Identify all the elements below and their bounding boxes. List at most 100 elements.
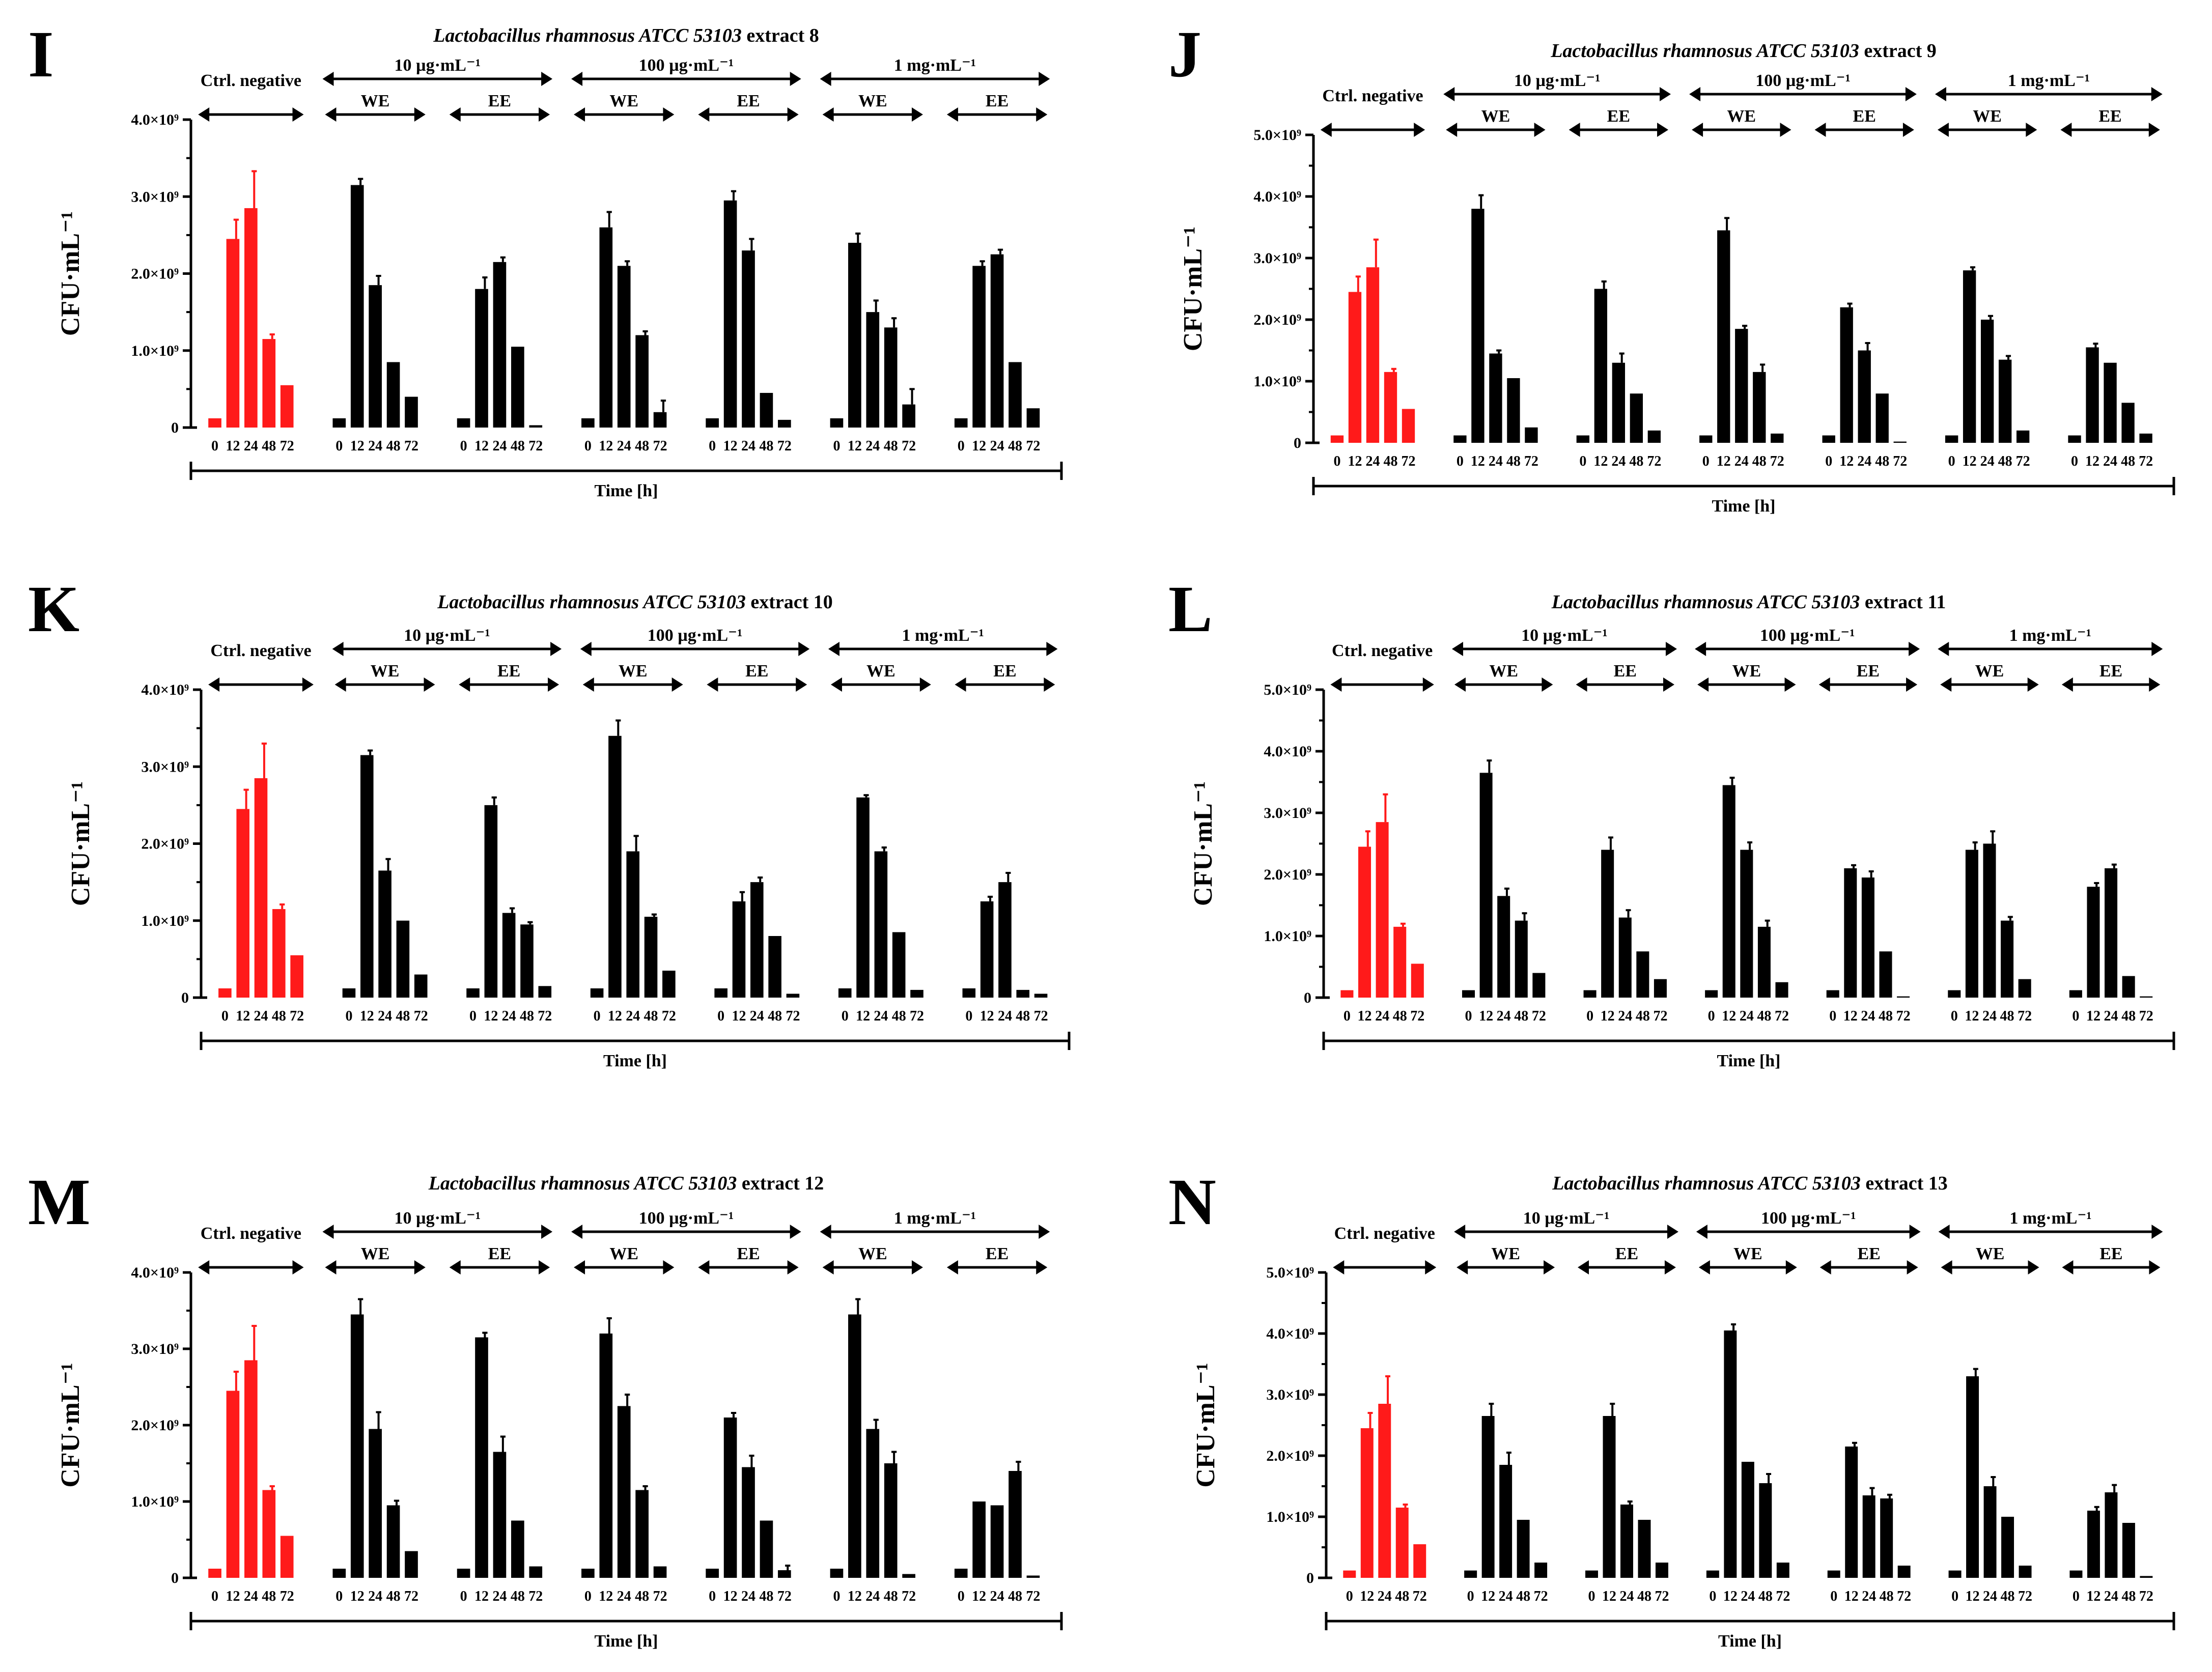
subgroup-label-j-2-0: WE — [1973, 107, 2002, 126]
control-arrow-n — [1333, 1260, 1437, 1274]
y-axis-title-m: CFU·mL⁻¹ — [56, 1363, 85, 1487]
x-tick-label-i-5-4: 72 — [902, 438, 916, 454]
subgroup-arrow-n-1-0-head-left — [1698, 1260, 1710, 1274]
bar-m-0-4 — [280, 1536, 294, 1578]
series-m-5: 0 12 24 48 72 — [830, 1298, 916, 1604]
bar-l-4-4 — [1897, 996, 1910, 998]
x-tick-label-n-2-2: 24 — [1619, 1589, 1634, 1604]
x-tick-label-k-4-0: 0 — [717, 1008, 724, 1024]
x-tick-label-i-0-4: 72 — [280, 438, 294, 454]
x-tick-label-l-3-1: 12 — [1722, 1008, 1736, 1024]
group-arrow-i-1 — [571, 72, 801, 86]
series-i-1: 0 12 24 48 72 — [332, 178, 418, 454]
series-j-4: 0 12 24 48 72 — [1822, 302, 1907, 469]
group-arrow-i-0-head-left — [322, 72, 334, 86]
control-label-k: Ctrl. negative — [210, 641, 311, 660]
control-arrow-i-head-right — [292, 107, 304, 122]
bar-j-3-0 — [1699, 435, 1713, 443]
x-tick-label-k-5-3: 48 — [892, 1008, 906, 1024]
group-label-k-1: 100 µg·mL⁻¹ — [648, 626, 743, 645]
bar-k-5-0 — [838, 988, 852, 998]
bar-k-1-4 — [414, 974, 428, 998]
group-arrow-n-0-head-left — [1454, 1225, 1466, 1239]
series-l-4: 0 12 24 48 72 — [1826, 864, 1911, 1024]
y-tick-label-k-2: 2.0×10⁹ — [141, 836, 189, 853]
subgroup-arrow-j-2-0-head-right — [2026, 123, 2037, 137]
bar-k-3-3 — [644, 917, 658, 998]
x-tick-label-j-5-1: 12 — [1963, 454, 1977, 469]
bar-n-6-1 — [2087, 1511, 2100, 1578]
y-axis-title-k: CFU·mL⁻¹ — [66, 781, 95, 906]
group-arrow-i-2-head-left — [820, 72, 831, 86]
bar-n-6-0 — [2069, 1570, 2083, 1578]
bar-k-0-3 — [272, 909, 286, 998]
x-tick-label-k-6-3: 48 — [1016, 1008, 1030, 1024]
x-tick-label-l-2-2: 24 — [1618, 1008, 1632, 1024]
subgroup-arrow-m-2-1-head-left — [946, 1260, 958, 1274]
bar-k-4-1 — [732, 901, 746, 998]
bar-i-3-2 — [617, 266, 631, 428]
panel-letter-l: L — [1168, 573, 1213, 646]
bar-n-4-4 — [1897, 1566, 1911, 1578]
subgroup-label-j-1-0: WE — [1727, 107, 1756, 126]
control-arrow-n-head-left — [1333, 1260, 1345, 1274]
series-l-5: 0 12 24 48 72 — [1948, 830, 2032, 1024]
y-tick-label-j-2: 2.0×10⁹ — [1253, 311, 1301, 328]
group-arrow-i-1-head-right — [790, 72, 801, 86]
control-label-m: Ctrl. negative — [201, 1224, 301, 1243]
chart-title-species-n: Lactobacillus rhamnosus ATCC 53103 — [1552, 1173, 1865, 1194]
x-tick-label-n-4-0: 0 — [1830, 1589, 1837, 1604]
x-tick-label-m-2-3: 48 — [511, 1589, 525, 1604]
x-tick-label-i-6-3: 48 — [1008, 438, 1022, 454]
subgroup-arrow-i-2-0 — [822, 107, 923, 122]
subgroup-arrow-m-1-1 — [698, 1260, 799, 1274]
x-tick-label-j-3-1: 12 — [1717, 454, 1731, 469]
x-tick-label-l-6-4: 72 — [2139, 1008, 2153, 1024]
bar-j-0-2 — [1366, 267, 1380, 443]
bar-m-2-2 — [493, 1452, 507, 1578]
x-tick-label-m-6-1: 12 — [972, 1589, 986, 1604]
bar-k-5-2 — [874, 851, 888, 998]
group-arrow-m-0-head-left — [322, 1225, 334, 1239]
x-tick-label-j-2-3: 48 — [1629, 454, 1643, 469]
bar-j-3-4 — [1771, 433, 1784, 443]
subgroup-arrow-n-2-1 — [2062, 1260, 2161, 1274]
x-tick-label-n-4-4: 72 — [1897, 1589, 1911, 1604]
x-tick-label-k-1-2: 24 — [378, 1008, 392, 1024]
x-tick-label-j-0-2: 24 — [1365, 454, 1380, 469]
x-tick-label-n-4-3: 48 — [1880, 1589, 1894, 1604]
bar-k-2-4 — [538, 986, 552, 998]
control-arrow-i — [198, 107, 304, 122]
x-tick-label-i-2-1: 12 — [474, 438, 489, 454]
x-tick-label-i-2-0: 0 — [460, 438, 467, 454]
bar-m-0-3 — [262, 1490, 276, 1578]
subgroup-arrow-k-2-1-head-left — [955, 677, 966, 692]
x-tick-label-i-3-0: 0 — [584, 438, 592, 454]
bar-l-1-3 — [1515, 920, 1528, 998]
x-tick-label-j-6-3: 48 — [2121, 454, 2135, 469]
bar-m-4-1 — [723, 1418, 737, 1578]
group-arrow-k-0 — [332, 642, 562, 656]
panel-letter-m: M — [28, 1166, 91, 1239]
y-tick-label-n-1: 1.0×10⁹ — [1266, 1509, 1314, 1525]
bar-l-4-3 — [1879, 951, 1892, 998]
control-arrow-l — [1330, 677, 1434, 692]
series-n-3: 0 12 24 48 72 — [1706, 1323, 1790, 1604]
y-tick-label-j-3: 3.0×10⁹ — [1253, 250, 1301, 267]
chart-title-l: Lactobacillus rhamnosus ATCC 53103 extra… — [1551, 591, 1946, 613]
subgroup-arrow-m-1-1-head-left — [698, 1260, 710, 1274]
control-label-n: Ctrl. negative — [1334, 1224, 1435, 1243]
y-tick-label-i-4: 4.0×10⁹ — [131, 111, 179, 128]
group-arrow-m-1 — [571, 1225, 801, 1239]
bar-m-6-4 — [1026, 1575, 1040, 1578]
chart-title-species-m: Lactobacillus rhamnosus ATCC 53103 — [428, 1173, 742, 1194]
subgroup-arrow-j-2-1-head-left — [2060, 123, 2072, 137]
x-tick-label-j-0-1: 12 — [1348, 454, 1362, 469]
control-arrow-k-head-right — [302, 677, 314, 692]
bar-n-2-0 — [1585, 1570, 1598, 1578]
x-tick-label-i-5-1: 12 — [848, 438, 862, 454]
y-tick-label-n-5: 5.0×10⁹ — [1266, 1264, 1314, 1281]
bar-n-5-1 — [1966, 1376, 1979, 1578]
subgroup-label-m-0-0: WE — [361, 1244, 390, 1263]
subgroup-arrow-k-0-0-head-left — [334, 677, 346, 692]
